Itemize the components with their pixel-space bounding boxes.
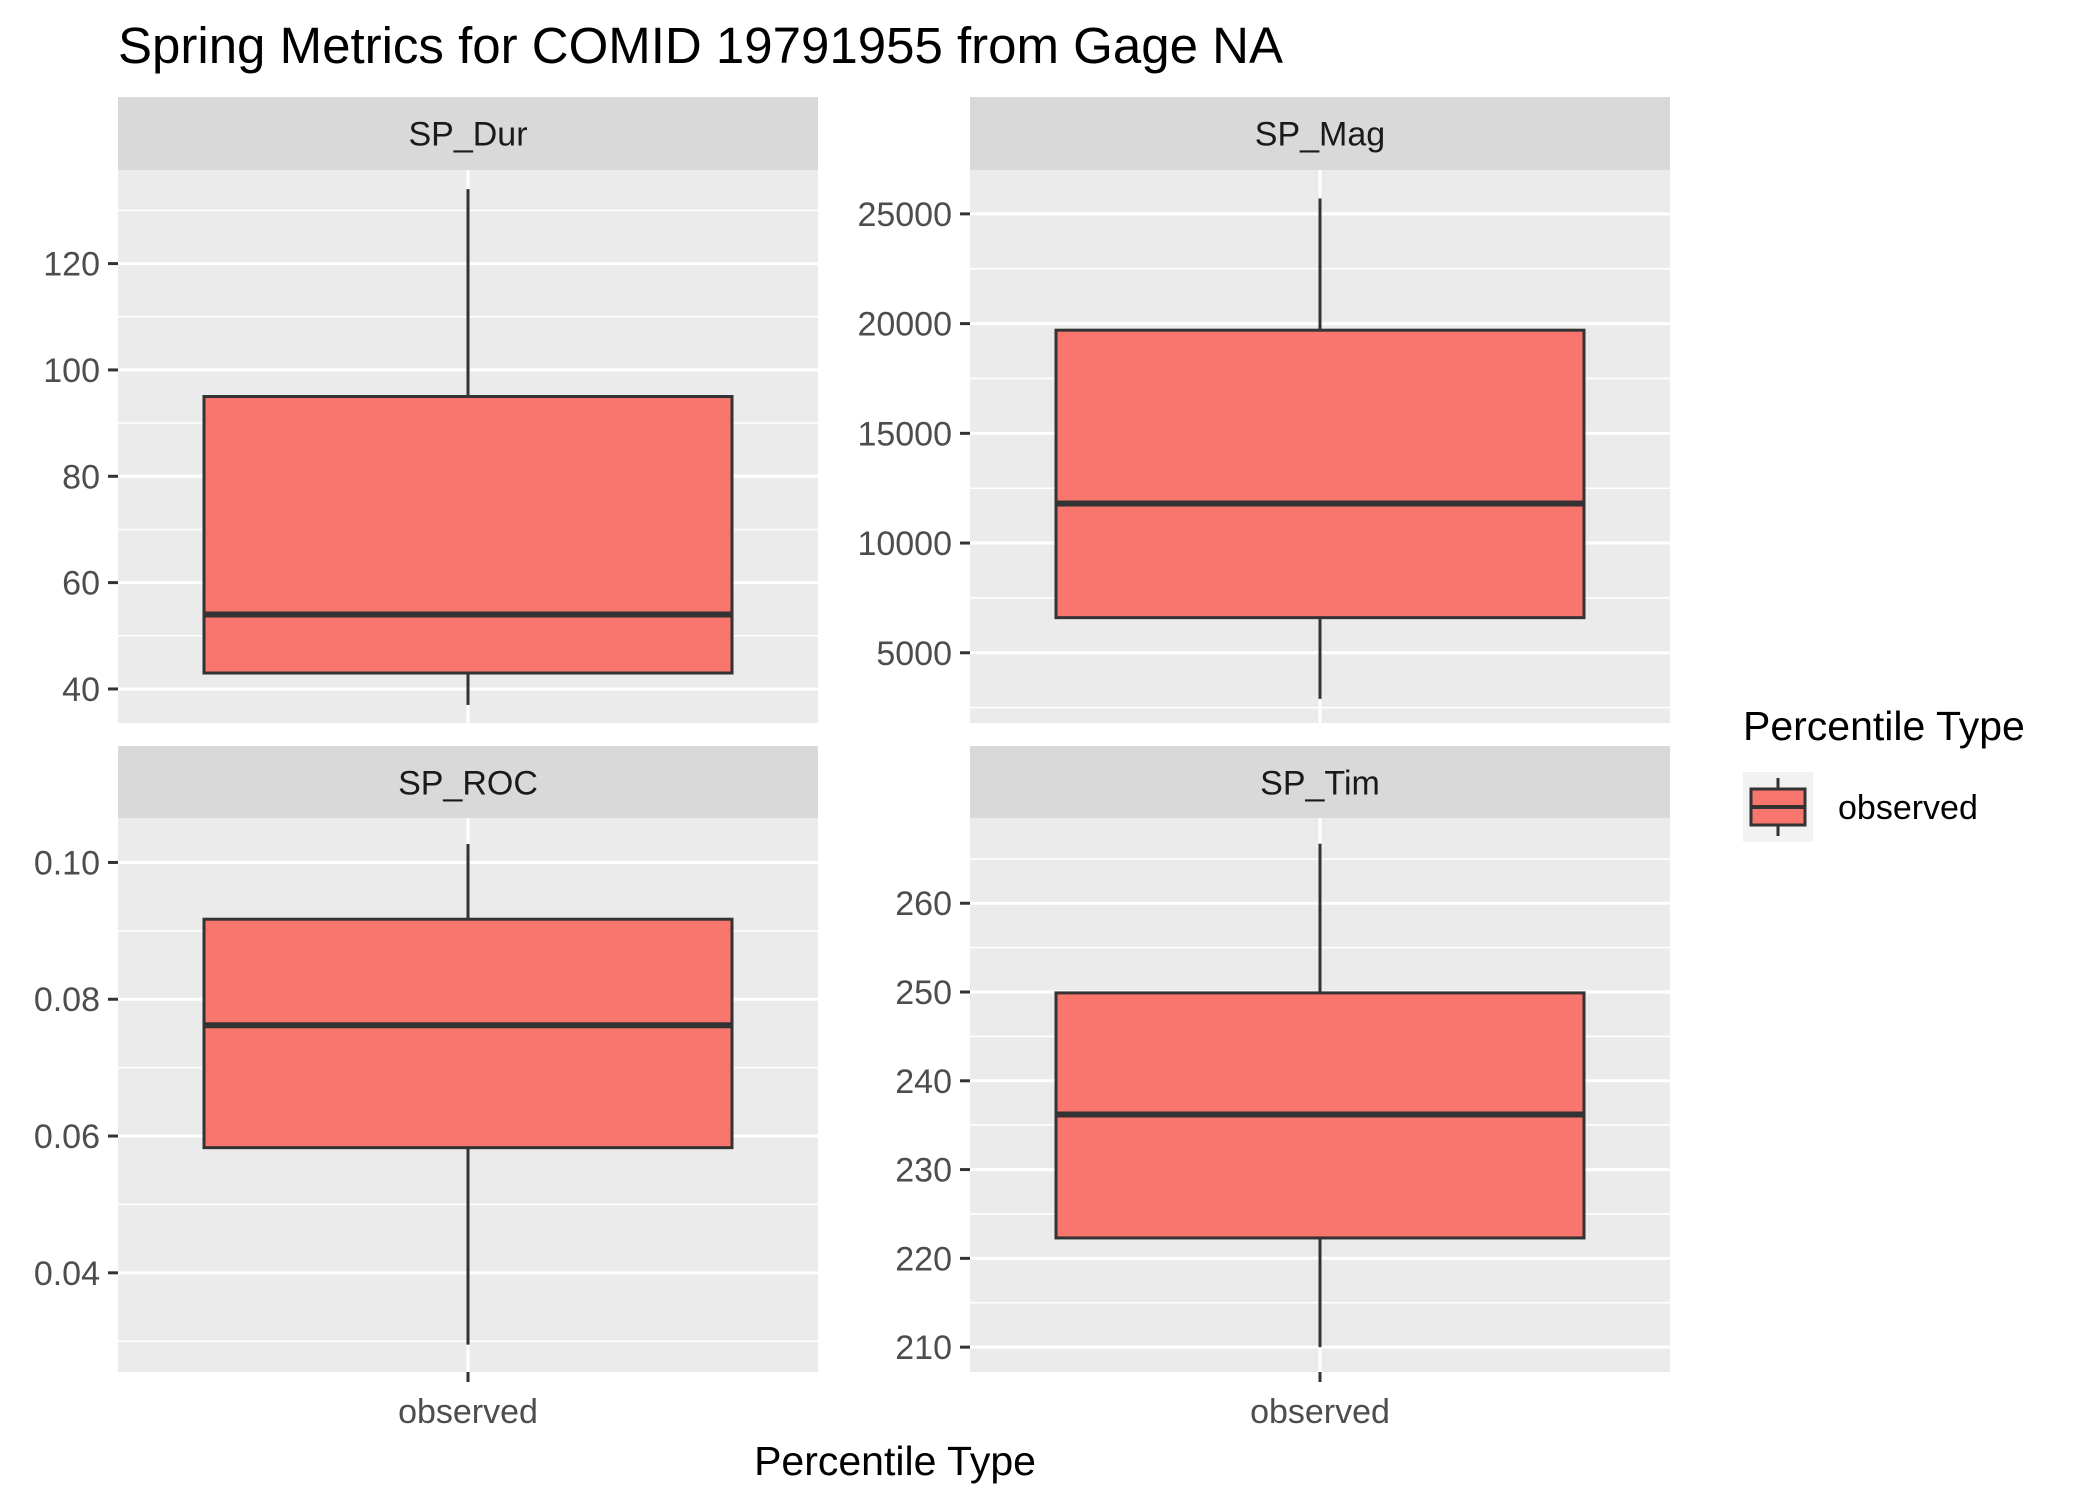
box-sp-dur	[202, 395, 734, 675]
y-tick-label: 230	[895, 1152, 952, 1190]
y-tick-label: 240	[895, 1063, 952, 1101]
legend: Percentile Type observed	[1743, 703, 2025, 842]
strip-label-sp-roc: SP_ROC	[398, 765, 538, 803]
y-tick-label: 5000	[876, 635, 952, 673]
facet-panels: SP_Dur 40 60 80 100 120 SP_Mag 5000 10000 15000 20…	[34, 97, 1670, 1431]
y-tick-label: 260	[895, 885, 952, 923]
y-tick-label: 0.06	[34, 1118, 100, 1156]
y-tick-label: 15000	[857, 415, 952, 453]
legend-label: observed	[1838, 789, 1978, 827]
y-tick-label: 0.08	[34, 981, 100, 1019]
x-axis-title: Percentile Type	[754, 1438, 1036, 1484]
y-tick-label: 0.04	[34, 1255, 100, 1293]
strip-label-sp-dur: SP_Dur	[408, 116, 527, 154]
y-tick-label: 0.10	[34, 844, 100, 882]
y-tick-label: 100	[43, 352, 100, 390]
panel-sp-tim: SP_Tim 210 220 230 240 250 260 observed	[895, 746, 1670, 1431]
y-tick-label: 210	[895, 1329, 952, 1367]
y-tick-label: 250	[895, 974, 952, 1012]
y-tick-label: 80	[62, 458, 100, 496]
y-tick-label: 220	[895, 1240, 952, 1278]
panel-sp-roc: SP_ROC 0.04 0.06 0.08 0.10 observed	[34, 746, 818, 1431]
legend-title: Percentile Type	[1743, 703, 2025, 749]
panel-sp-dur: SP_Dur 40 60 80 100 120	[43, 97, 818, 723]
strip-label-sp-mag: SP_Mag	[1255, 116, 1385, 154]
strip-sp-tim	[970, 746, 1670, 819]
y-tick-label: 25000	[857, 196, 952, 234]
strip-label-sp-tim: SP_Tim	[1260, 765, 1380, 803]
box-sp-mag	[1054, 328, 1586, 620]
strip-sp-mag	[970, 97, 1670, 170]
box-sp-roc	[202, 917, 734, 1150]
y-tick-label: 20000	[857, 306, 952, 344]
y-tick-label: 40	[62, 671, 100, 709]
x-tick-label: observed	[1250, 1393, 1390, 1431]
x-tick-label: observed	[398, 1393, 538, 1431]
panel-sp-mag: SP_Mag 5000 10000 15000 20000 25000	[857, 97, 1670, 723]
y-tick-label: 10000	[857, 525, 952, 563]
legend-entry: observed	[1743, 772, 1978, 842]
strip-sp-roc	[118, 746, 818, 819]
legend-items: observed	[1743, 772, 1978, 842]
y-tick-label: 120	[43, 246, 100, 284]
strip-sp-dur	[118, 97, 818, 170]
chart-title: Spring Metrics for COMID 19791955 from G…	[118, 17, 1283, 74]
y-tick-label: 60	[62, 565, 100, 603]
